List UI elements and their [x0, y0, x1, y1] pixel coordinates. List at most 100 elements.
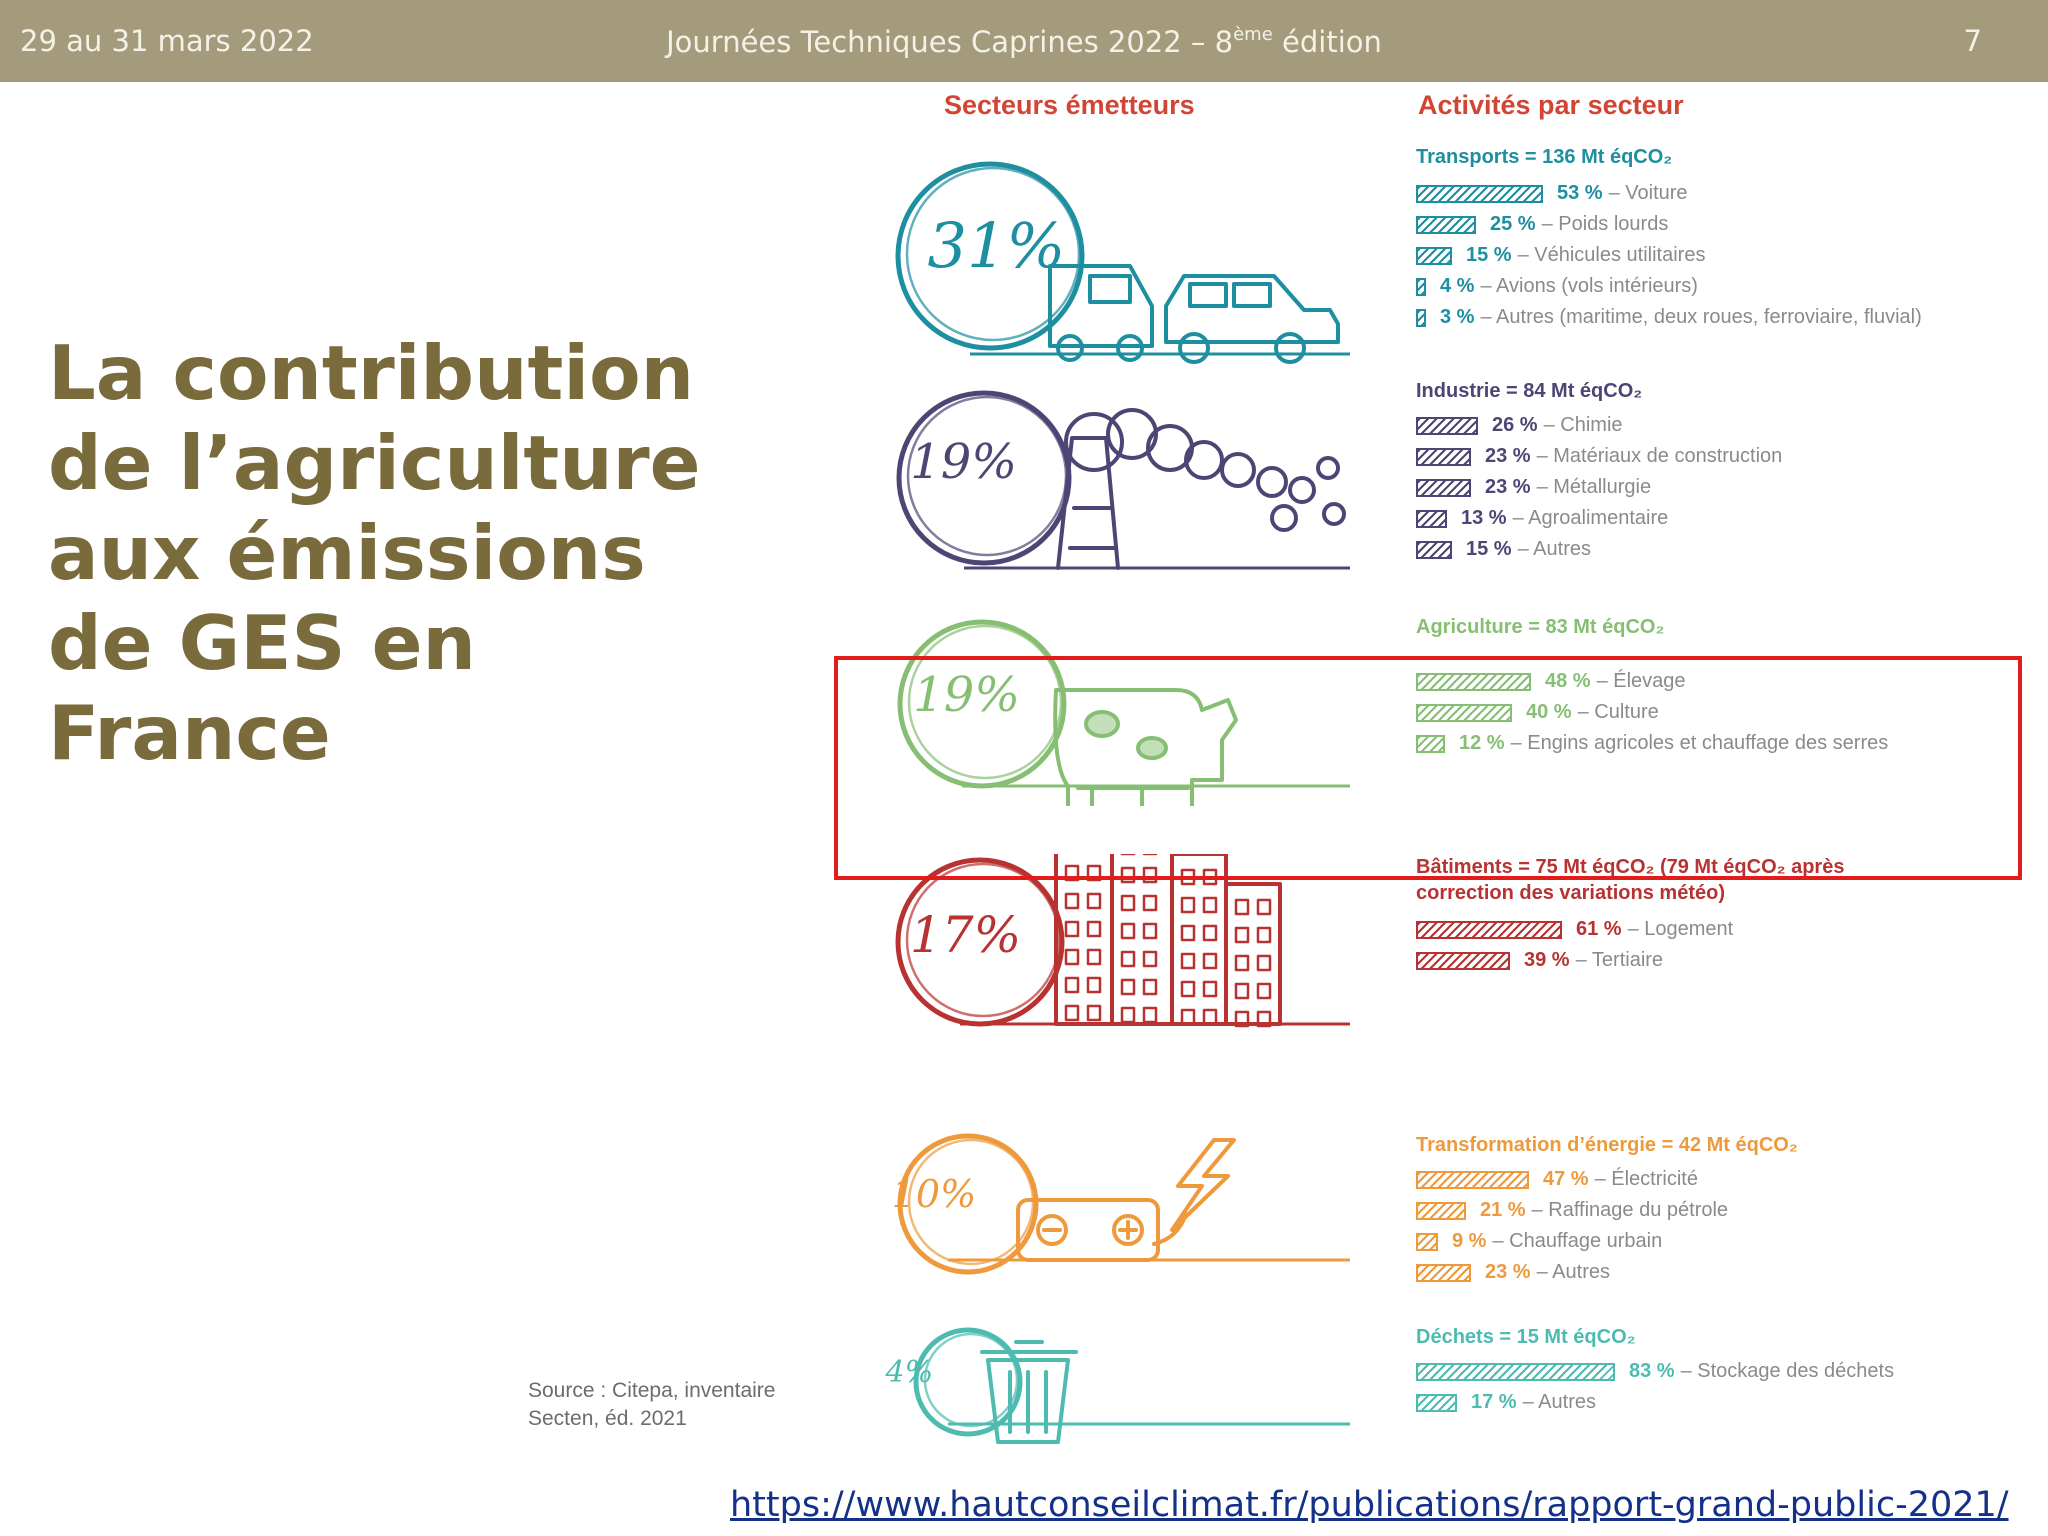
activity-row: 39 % – Tertiaire [1416, 945, 2046, 976]
activity-bar [1416, 1232, 1438, 1251]
sector-circle-inner [905, 862, 1061, 1018]
activity-label: – Chimie [1543, 414, 1623, 436]
activity-value: 83 % [1629, 1360, 1675, 1382]
activity-row: 12 % – Engins agricoles et chauffage des … [1416, 728, 2046, 759]
sector-heading: Transformation d’énergie = 42 Mt éqCO₂ [1416, 1134, 1798, 1156]
activity-value: 23 % [1485, 445, 1531, 467]
sector-heading: Industrie = 84 Mt éqCO₂ [1416, 380, 1643, 402]
sector-percent: 19% [913, 666, 1020, 723]
activity-label: – Électricité [1594, 1168, 1698, 1190]
activity-label: – Matériaux de construction [1536, 445, 1783, 467]
sector-heading: Agriculture = 83 Mt éqCO₂ [1416, 616, 1665, 638]
activity-label: – Élevage [1596, 670, 1686, 692]
activity-bar [1416, 509, 1447, 528]
ges-infographic: Secteurs émetteurs Activités par secteur… [820, 82, 2048, 1462]
sector-percent: 17% [910, 906, 1022, 964]
slide-title: La contribution de l’agriculture aux émi… [48, 328, 701, 778]
activity-row: 26 % – Chimie [1416, 410, 2046, 441]
activity-value: 13 % [1461, 507, 1507, 529]
sector-block: 17% Bâtiments = 75 Mt éqCO₂ (79 Mt éqCO₂ … [820, 854, 2048, 1044]
activity-label: – Avions (vols intérieurs) [1480, 275, 1698, 297]
source-line: Secten, éd. 2021 [528, 1407, 687, 1430]
activity-value: 12 % [1459, 732, 1505, 754]
activity-value: 21 % [1480, 1199, 1526, 1221]
sector-heading: Bâtiments = 75 Mt éqCO₂ (79 Mt éqCO₂ apr… [1416, 856, 1845, 878]
sector-percent: 31% [927, 209, 1066, 283]
activity-row: 21 % – Raffinage du pétrole [1416, 1195, 2046, 1226]
activity-value: 15 % [1466, 538, 1512, 560]
activity-row: 25 % – Poids lourds [1416, 209, 2046, 240]
activity-value: 48 % [1545, 670, 1591, 692]
event-name-main: Journées Techniques Caprines 2022 – 8 [666, 25, 1234, 59]
sector-activities: Transformation d’énergie = 42 Mt éqCO₂ 47… [1416, 1132, 2046, 1288]
sectors-column-heading: Secteurs émetteurs [944, 90, 1195, 120]
factory-smoke-icon [1056, 408, 1346, 570]
activity-label: – Raffinage du pétrole [1531, 1199, 1729, 1221]
activity-row: 15 % – Autres [1416, 534, 2046, 565]
page-number: 7 [1963, 24, 1982, 58]
source-line: Source : Citepa, inventaire [528, 1379, 776, 1402]
trash-bin-icon [980, 1340, 1078, 1444]
title-line: aux émissions [48, 509, 646, 597]
activity-label: – Autres [1517, 538, 1591, 560]
activity-bar [1416, 1263, 1471, 1282]
sector-activities: Bâtiments = 75 Mt éqCO₂ (79 Mt éqCO₂ apr… [1416, 854, 2046, 976]
sector-illustration [895, 854, 1350, 1028]
activity-bar [1416, 416, 1478, 435]
activity-label: – Autres (maritime, deux roues, ferrovia… [1480, 306, 1922, 328]
sector-circle-inner [923, 1332, 1019, 1428]
activity-row: 17 % – Autres [1416, 1387, 2046, 1418]
sector-circle [897, 1133, 1039, 1275]
sector-heading: Transports = 136 Mt éqCO₂ [1416, 146, 1673, 168]
activity-label: – Métallurgie [1536, 476, 1652, 498]
activity-label: – Autres [1536, 1261, 1610, 1283]
activity-value: 26 % [1492, 414, 1538, 436]
sector-percent: 10% [891, 1172, 977, 1216]
activity-row: 23 % – Autres [1416, 1257, 2046, 1288]
activity-label: – Véhicules utilitaires [1517, 244, 1706, 266]
sector-illustration [895, 161, 1350, 364]
activity-label: – Voiture [1608, 182, 1688, 204]
activity-row: 23 % – Matériaux de construction [1416, 441, 2046, 472]
event-name-superscript: ème [1233, 24, 1273, 45]
sector-percent: 19% [910, 434, 1017, 490]
sector-illustration [896, 390, 1350, 570]
activity-value: 39 % [1524, 949, 1570, 971]
source-note: Source : Citepa, inventaire Secten, éd. … [528, 1377, 775, 1433]
title-line: de l’agriculture [48, 419, 701, 507]
sector-illustration [897, 1133, 1350, 1275]
sector-activities: Transports = 136 Mt éqCO₂ 53 % – Voiture 25… [1416, 144, 2046, 333]
activity-value: 53 % [1557, 182, 1603, 204]
buildings-icon [1054, 854, 1282, 1028]
activity-row: 4 % – Avions (vols intérieurs) [1416, 271, 2046, 302]
sector-circle [913, 1327, 1023, 1437]
activity-label: – Culture [1577, 701, 1659, 723]
report-link[interactable]: https://www.hautconseilclimat.fr/publica… [730, 1485, 2009, 1525]
activity-bar [1416, 1393, 1457, 1412]
activity-label: – Chauffage urbain [1492, 1230, 1663, 1252]
activity-row: 61 % – Logement [1416, 914, 2046, 945]
activity-row: 23 % – Métallurgie [1416, 472, 2046, 503]
activity-row: 9 % – Chauffage urbain [1416, 1226, 2046, 1257]
activity-bar [1416, 672, 1531, 691]
activity-bar [1416, 277, 1426, 296]
sector-activities: Agriculture = 83 Mt éqCO₂ 48 % – Élevage 40… [1416, 614, 2046, 759]
activity-value: 40 % [1526, 701, 1572, 723]
activity-row: 83 % – Stockage des déchets [1416, 1356, 2046, 1387]
activity-value: 15 % [1466, 244, 1512, 266]
sector-activities: Industrie = 84 Mt éqCO₂ 26 % – Chimie 23 % –… [1416, 378, 2046, 565]
sector-heading: correction des variations météo) [1416, 882, 1725, 904]
activity-bar [1416, 308, 1426, 327]
title-line: France [48, 689, 331, 777]
activity-bar [1416, 1362, 1615, 1381]
cow-icon [1053, 688, 1238, 806]
activity-label: – Tertiaire [1575, 949, 1664, 971]
activity-row: 40 % – Culture [1416, 697, 2046, 728]
sector-percent: 4% [885, 1355, 934, 1391]
activity-bar [1416, 540, 1452, 559]
sector-activities: Déchets = 15 Mt éqCO₂ 83 % – Stockage des … [1416, 1324, 2046, 1418]
activity-label: – Logement [1627, 918, 1734, 940]
activities-column-heading: Activités par secteur [1418, 90, 1684, 120]
activity-row: 53 % – Voiture [1416, 178, 2046, 209]
sector-block: 4% Déchets = 15 Mt éqCO₂ 83 % – Stockage de… [820, 1324, 2048, 1444]
